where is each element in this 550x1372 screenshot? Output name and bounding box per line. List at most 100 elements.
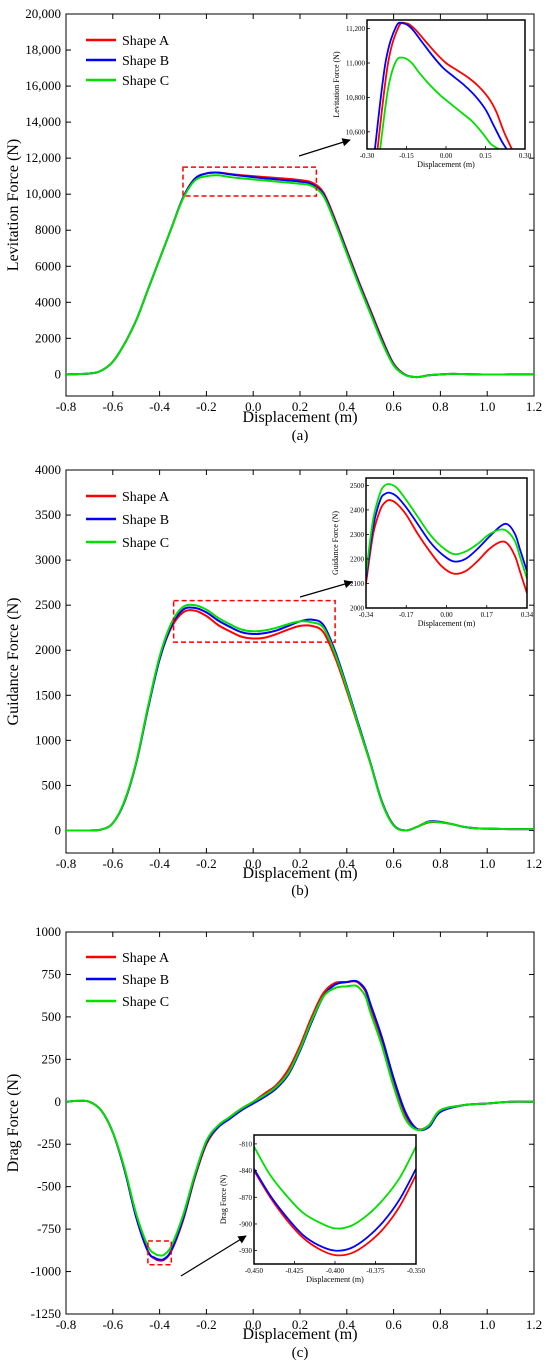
x-tick-label: -0.4 — [149, 399, 170, 414]
inset-y-tick-label: 11,200 — [346, 25, 365, 33]
zoom-region-box — [147, 1240, 173, 1266]
legend-entry: Shape C — [122, 995, 169, 1010]
series-line-shape-b — [66, 979, 534, 1261]
inset-series-line-shape-a — [254, 1170, 416, 1257]
inset-x-axis-label: Displacement (m) — [418, 619, 476, 628]
x-tick-label: 0.0 — [245, 1317, 261, 1332]
legend-entry: Shape B — [122, 54, 169, 69]
inset-x-tick-label: 0.15 — [479, 152, 492, 160]
y-tick-label: 20,000 — [25, 6, 61, 21]
panel-3: -0.8 -0.6 -0.4 -0.2 0.0 0.2 0.4 0.6 0.8 1.0 1.2 -12… — [5, 924, 542, 1361]
inset-x-tick-label: 0.17 — [481, 611, 494, 619]
x-tick-label: 0.2 — [292, 1317, 308, 1332]
x-tick-label: 0.2 — [292, 856, 308, 871]
x-tick-label: -0.2 — [196, 399, 217, 414]
inset-series-line-shape-b — [254, 1168, 416, 1252]
series-group — [66, 979, 534, 1262]
x-tick-label: 1.0 — [479, 399, 495, 414]
x-tick-label: -0.4 — [149, 1317, 170, 1332]
series-group — [66, 171, 534, 379]
inset-y-tick-label: 2300 — [350, 531, 365, 539]
inset-x-tick-label: -0.17 — [399, 611, 414, 619]
inset-x-tick-label: 0.34 — [521, 611, 534, 619]
y-tick-label: 0 — [55, 1094, 62, 1109]
x-tick-label: 0.6 — [385, 856, 402, 871]
x-tick-label: -0.4 — [149, 856, 170, 871]
inset-x-tick-label: -0.450 — [245, 1267, 264, 1275]
y-tick-label: 14,000 — [25, 114, 61, 129]
inset-series-line-shape-b — [374, 21, 508, 149]
x-tick-label: -0.2 — [196, 856, 217, 871]
inset-y-tick-label: 2400 — [350, 506, 365, 514]
inset-x-tick-label: 0.30 — [519, 152, 532, 160]
x-tick-label: 0.8 — [432, 399, 448, 414]
inset-x-tick-label: 0.00 — [440, 611, 453, 619]
inset-series-group — [254, 1146, 416, 1257]
x-tick-label: -0.8 — [56, 856, 77, 871]
inset-chart: -0.30 -0.15 0.00 0.15 0.30 10,600 10,800 11,000… — [332, 19, 532, 169]
y-axis-label: Levitation Force (N) — [5, 139, 22, 271]
inset-x-tick-label: -0.400 — [326, 1267, 345, 1275]
y-tick-label: 4000 — [35, 294, 61, 309]
inset-x-axis-label: Displacement (m) — [306, 1275, 364, 1284]
inset-x-tick-label: -0.30 — [360, 152, 375, 160]
inset-y-axis-label: Levitation Force (N) — [332, 51, 341, 118]
y-axis-label: Guidance Force (N) — [5, 598, 22, 726]
panel-label: (c) — [292, 1345, 309, 1361]
legend-entry: Shape A — [122, 490, 170, 505]
inset-y-tick-label: -840 — [239, 1167, 252, 1175]
series-group — [66, 603, 534, 832]
y-tick-label: 18,000 — [25, 42, 61, 57]
y-tick-label: 500 — [42, 1009, 62, 1024]
inset-y-tick-label: -870 — [239, 1194, 252, 1202]
y-tick-label: -1250 — [31, 1306, 61, 1321]
inset-series-line-shape-a — [366, 499, 527, 594]
inset-x-tick-label: -0.425 — [285, 1267, 304, 1275]
zoom-region-box — [182, 166, 318, 197]
inset-y-tick-label: -900 — [239, 1220, 252, 1228]
legend-entry: Shape A — [122, 951, 170, 966]
inset-background — [254, 1135, 416, 1264]
y-tick-label: 750 — [42, 966, 62, 981]
y-tick-label: -1000 — [31, 1264, 61, 1279]
y-tick-label: 4000 — [35, 462, 61, 477]
y-tick-label: 250 — [42, 1051, 62, 1066]
zoom-arrow — [298, 138, 351, 157]
x-tick-label: -0.8 — [56, 399, 77, 414]
series-line-shape-b — [66, 606, 534, 832]
y-tick-label: 12,000 — [25, 150, 61, 165]
panel-label: (b) — [291, 883, 309, 899]
inset-x-tick-label: 0.00 — [440, 152, 453, 160]
inset-y-tick-label: 2100 — [350, 580, 365, 588]
x-tick-label: 1.0 — [479, 1317, 495, 1332]
series-line-shape-a — [66, 609, 534, 832]
y-tick-label: 1000 — [35, 732, 61, 747]
legend-entry: Shape C — [122, 536, 169, 551]
x-axis-label: Displacement (m) — [242, 409, 357, 426]
legend-entry: Shape C — [122, 74, 169, 89]
inset-x-tick-label: -0.34 — [359, 611, 374, 619]
x-tick-label: -0.6 — [103, 1317, 124, 1332]
inset-x-tick-label: -0.350 — [407, 1267, 426, 1275]
x-tick-label: 1.0 — [479, 856, 495, 871]
x-tick-label: 0.0 — [245, 856, 261, 871]
y-tick-label: 500 — [42, 777, 62, 792]
inset-y-tick-label: 11,000 — [346, 60, 365, 68]
inset-series-line-shape-a — [376, 21, 513, 149]
x-tick-label: 0.4 — [339, 856, 356, 871]
zoom-arrow — [299, 580, 353, 598]
legend-entry: Shape B — [122, 973, 169, 988]
y-tick-label: 3500 — [35, 507, 61, 522]
y-tick-label: 10,000 — [25, 186, 61, 201]
y-tick-label: 3000 — [35, 552, 61, 567]
inset-series-group — [366, 483, 527, 594]
inset-y-tick-label: 2500 — [350, 482, 365, 490]
inset-series-line-shape-c — [379, 56, 500, 149]
panel-1: -0.8 -0.6 -0.4 -0.2 0.0 0.2 0.4 0.6 0.8 1.0 1.2 0 20… — [5, 6, 542, 444]
inset-y-axis-label: Guidance Force (N) — [331, 511, 340, 575]
zoom-region-box — [172, 599, 336, 643]
inset-series-line-shape-c — [366, 483, 527, 579]
inset-series-group — [374, 21, 513, 149]
x-tick-label: 0.6 — [385, 399, 402, 414]
